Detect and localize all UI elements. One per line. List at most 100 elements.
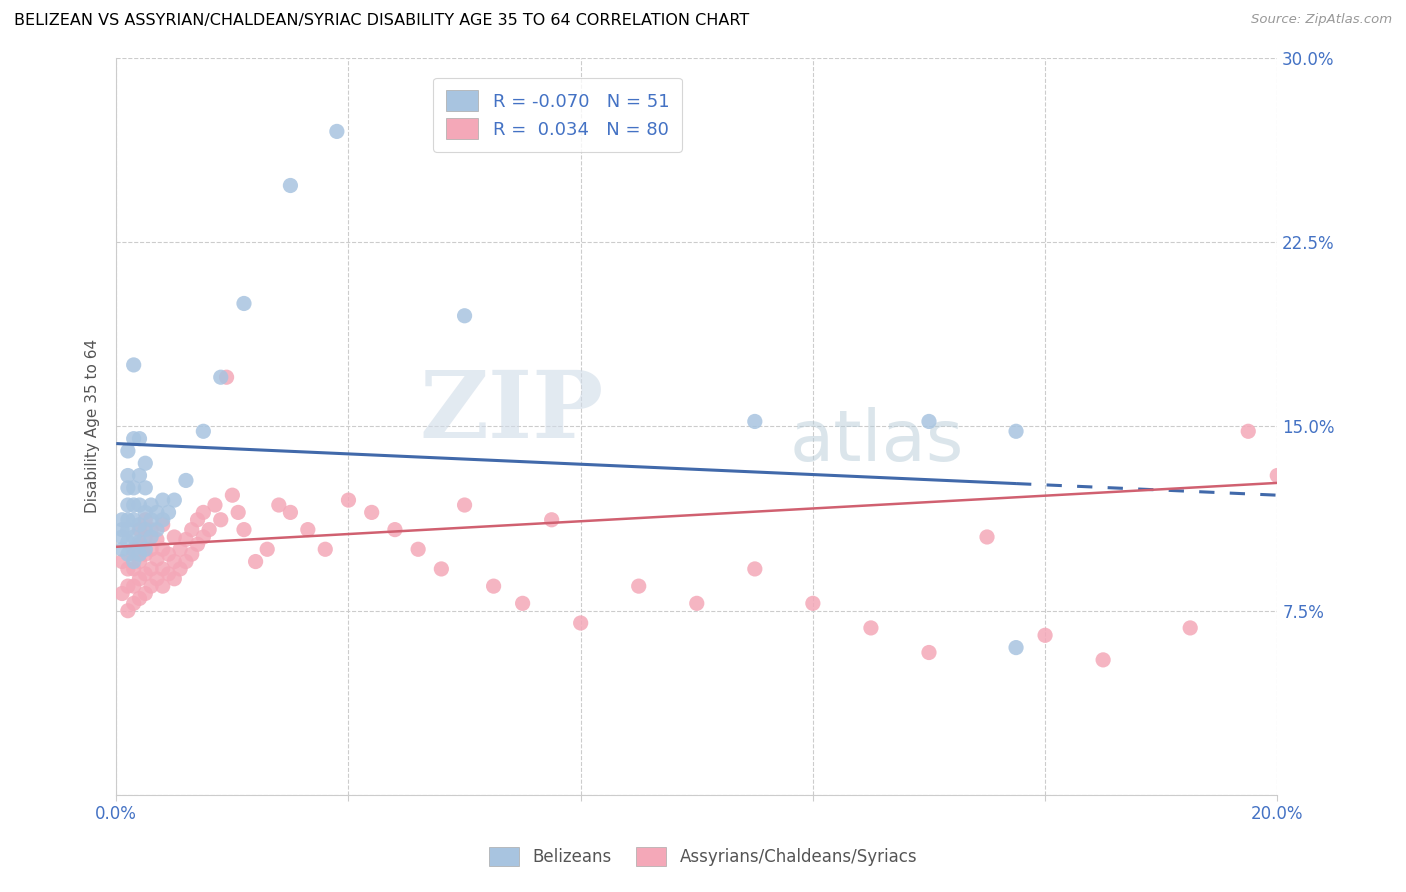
Point — [122, 542, 145, 557]
Point — [128, 432, 150, 446]
Point — [111, 530, 134, 544]
Point — [128, 498, 150, 512]
Point — [744, 414, 766, 428]
Point — [226, 505, 249, 519]
Point — [139, 523, 162, 537]
Point — [221, 488, 243, 502]
Point — [111, 513, 134, 527]
Point — [163, 555, 186, 569]
Legend: R = -0.070   N = 51, R =  0.034   N = 80: R = -0.070 N = 51, R = 0.034 N = 80 — [433, 78, 682, 152]
Point — [174, 555, 197, 569]
Point — [139, 513, 162, 527]
Point — [134, 566, 156, 581]
Point — [209, 370, 232, 384]
Y-axis label: Disability Age 35 to 64: Disability Age 35 to 64 — [86, 339, 100, 514]
Point — [122, 358, 145, 372]
Point — [111, 586, 134, 600]
Point — [204, 498, 226, 512]
Point — [256, 542, 278, 557]
Text: Source: ZipAtlas.com: Source: ZipAtlas.com — [1251, 13, 1392, 27]
Point — [122, 481, 145, 495]
Point — [128, 535, 150, 549]
Point — [1033, 628, 1056, 642]
Point — [186, 537, 208, 551]
Point — [128, 537, 150, 551]
Point — [1237, 425, 1260, 439]
Point — [918, 646, 941, 660]
Point — [122, 562, 145, 576]
Point — [122, 530, 145, 544]
Point — [117, 498, 139, 512]
Point — [117, 535, 139, 549]
Point — [134, 481, 156, 495]
Point — [139, 579, 162, 593]
Point — [193, 505, 215, 519]
Point — [193, 530, 215, 544]
Point — [146, 505, 169, 519]
Point — [152, 562, 174, 576]
Point — [360, 505, 382, 519]
Point — [512, 596, 534, 610]
Point — [1265, 468, 1288, 483]
Point — [280, 178, 302, 193]
Point — [146, 552, 169, 566]
Point — [134, 586, 156, 600]
Point — [337, 493, 360, 508]
Point — [163, 572, 186, 586]
Point — [163, 530, 186, 544]
Point — [128, 517, 150, 532]
Point — [174, 474, 197, 488]
Point — [152, 493, 174, 508]
Point — [122, 596, 145, 610]
Point — [146, 523, 169, 537]
Point — [180, 523, 202, 537]
Point — [152, 517, 174, 532]
Point — [117, 513, 139, 527]
Point — [128, 555, 150, 569]
Point — [134, 523, 156, 537]
Text: BELIZEAN VS ASSYRIAN/CHALDEAN/SYRIAC DISABILITY AGE 35 TO 64 CORRELATION CHART: BELIZEAN VS ASSYRIAN/CHALDEAN/SYRIAC DIS… — [14, 13, 749, 29]
Point — [1005, 640, 1028, 655]
Point — [406, 542, 429, 557]
Point — [128, 468, 150, 483]
Point — [128, 523, 150, 537]
Point — [976, 530, 998, 544]
Point — [134, 542, 156, 557]
Point — [152, 513, 174, 527]
Point — [686, 596, 709, 610]
Point — [128, 547, 150, 561]
Point — [117, 468, 139, 483]
Point — [111, 523, 134, 537]
Point — [233, 296, 256, 310]
Point — [859, 621, 882, 635]
Point — [134, 456, 156, 470]
Point — [174, 533, 197, 547]
Point — [128, 572, 150, 586]
Point — [122, 555, 145, 569]
Point — [122, 432, 145, 446]
Point — [117, 481, 139, 495]
Point — [245, 555, 267, 569]
Point — [1180, 621, 1202, 635]
Point — [117, 562, 139, 576]
Point — [540, 513, 562, 527]
Point — [122, 579, 145, 593]
Point — [744, 562, 766, 576]
Point — [117, 547, 139, 561]
Point — [117, 579, 139, 593]
Point — [482, 579, 505, 593]
Point — [1005, 425, 1028, 439]
Point — [152, 579, 174, 593]
Point — [117, 444, 139, 458]
Point — [152, 542, 174, 557]
Point — [169, 562, 191, 576]
Point — [453, 498, 475, 512]
Point — [117, 523, 139, 537]
Point — [384, 523, 406, 537]
Point — [146, 533, 169, 547]
Point — [209, 513, 232, 527]
Point — [146, 572, 169, 586]
Point — [139, 562, 162, 576]
Point — [122, 513, 145, 527]
Text: ZIP: ZIP — [419, 367, 605, 457]
